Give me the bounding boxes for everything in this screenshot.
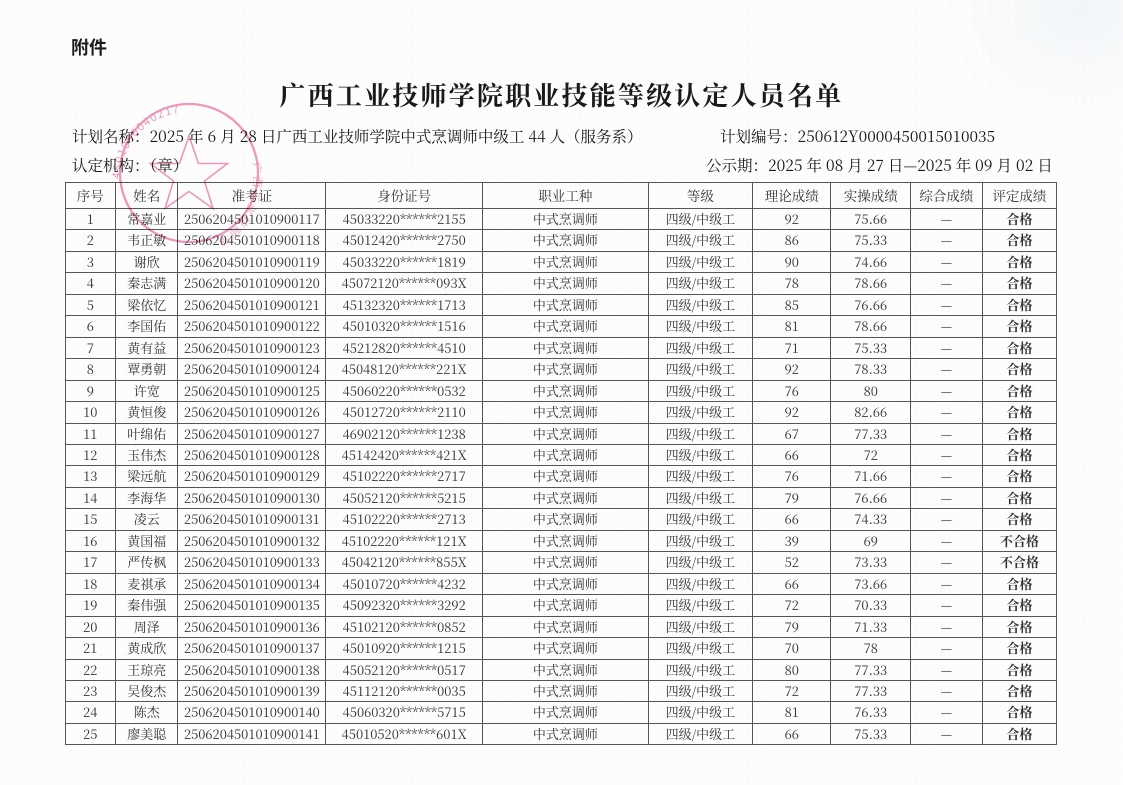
svg-text:4501050040217: 4501050040217 — [108, 101, 181, 180]
svg-text:广西工业技师学院: 广西工业技师学院 — [107, 91, 266, 250]
